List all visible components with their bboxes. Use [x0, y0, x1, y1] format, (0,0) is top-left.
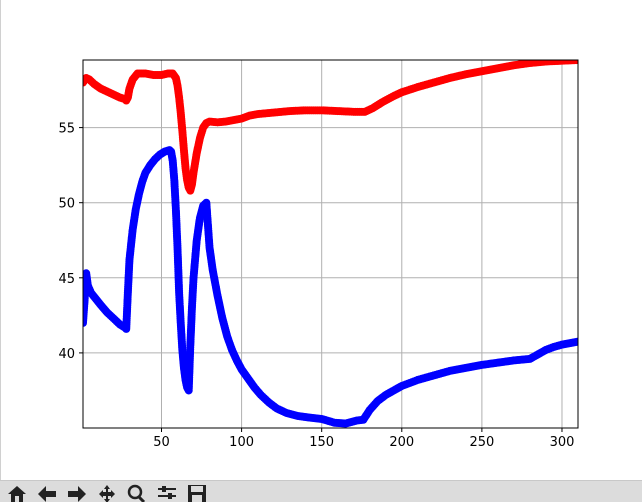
pan-move-icon	[99, 485, 115, 502]
save-floppy-icon	[188, 485, 206, 502]
back-button[interactable]	[34, 481, 60, 503]
x-tick-label: 100	[229, 435, 254, 450]
zoom-button[interactable]	[124, 481, 150, 503]
home-button[interactable]	[4, 481, 30, 503]
x-tick-label: 200	[389, 435, 414, 450]
navigation-toolbar	[0, 480, 642, 502]
pan-button[interactable]	[94, 481, 120, 503]
axes-background	[83, 60, 578, 428]
plot-canvas[interactable]: 50 100 150 200 250 300 40 45 50 55	[1, 0, 641, 480]
back-arrow-icon	[38, 486, 56, 502]
red-series	[83, 60, 578, 195]
x-tick-label: 300	[550, 435, 575, 450]
x-tick-label: 150	[309, 435, 334, 450]
blue-point	[574, 337, 578, 346]
axes-frame	[82, 59, 579, 429]
axis-ticks: 50 100 150 200 250 300 40 45 50 55	[58, 122, 574, 450]
forward-arrow-icon	[68, 486, 86, 502]
x-tick-label: 250	[469, 435, 494, 450]
y-tick-label: 45	[58, 272, 75, 287]
grid-lines	[83, 60, 578, 428]
blue-series	[83, 146, 578, 428]
home-icon	[8, 486, 26, 502]
forward-button[interactable]	[64, 481, 90, 503]
data-series	[83, 60, 578, 428]
y-tick-label: 55	[58, 122, 75, 137]
y-tick-label: 50	[58, 197, 75, 212]
y-tick-label: 40	[58, 347, 75, 362]
save-button[interactable]	[184, 481, 210, 503]
red-point	[574, 60, 578, 64]
x-tick-label: 50	[153, 435, 170, 450]
zoom-magnifier-icon	[127, 484, 146, 502]
configure-subplots-button[interactable]	[154, 481, 180, 503]
sliders-icon	[158, 486, 176, 499]
